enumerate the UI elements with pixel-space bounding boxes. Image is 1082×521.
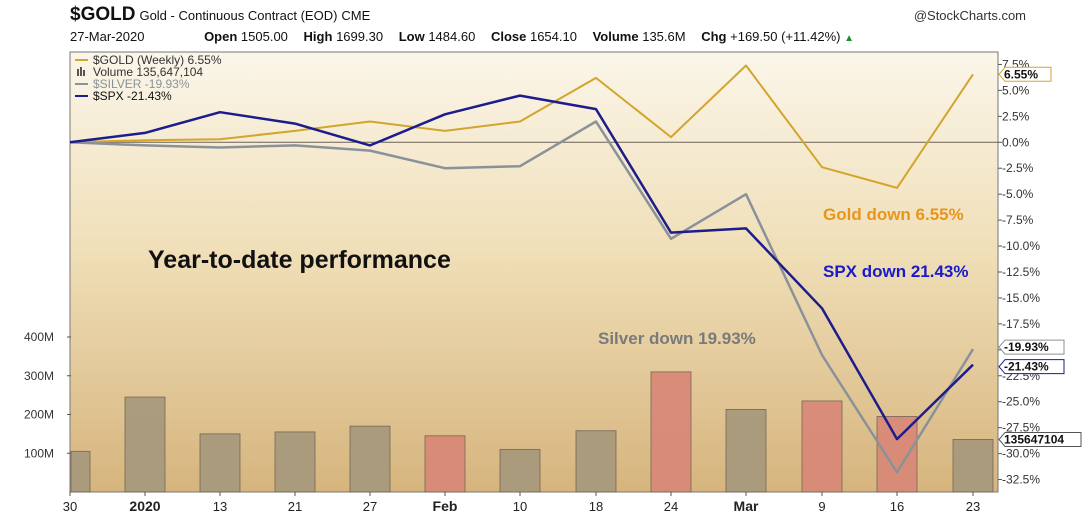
legend-label: $SPX -21.43% [93, 89, 172, 103]
y-tick-label: -15.0% [1002, 291, 1040, 305]
annotation-spx: SPX down 21.43% [823, 262, 969, 281]
y-tick-label: 5.0% [1002, 83, 1030, 97]
high-label: High [303, 29, 333, 44]
volume-label: Volume [592, 29, 639, 44]
low-value: 1484.60 [428, 29, 476, 44]
x-tick-label: 13 [213, 499, 227, 514]
tag-silver-box [998, 339, 1065, 355]
x-tick-label: 10 [513, 499, 527, 514]
y-tick-label: -12.5% [1002, 265, 1040, 279]
x-tick-label: 23 [966, 499, 980, 514]
tag-gold: 6.55% [1004, 67, 1038, 81]
exchange: CME [341, 8, 371, 23]
volume-tick-label: 400M [24, 330, 54, 344]
date-label: 27-Mar-2020 [70, 29, 145, 44]
close-label: Close [490, 29, 527, 44]
low-label: Low [398, 29, 425, 44]
x-tick-label: 2020 [129, 498, 160, 514]
volume-value: 135.6M [642, 29, 686, 44]
volume-bar [274, 431, 316, 493]
tag-silver: -19.93% [1004, 340, 1049, 354]
plot-area [69, 51, 999, 493]
y-tick-label: -30.0% [1002, 447, 1040, 461]
spx-line [69, 94, 974, 441]
x-tick-label: 27 [363, 499, 377, 514]
up-arrow-icon: ▲ [844, 33, 854, 44]
description: Gold - Continuous Contract (EOD) [139, 8, 338, 23]
high-value: 1699.30 [336, 29, 384, 44]
x-tick-label: 21 [288, 499, 302, 514]
chg-value: +169.50 (+11.42%) [730, 29, 841, 44]
y-tick-label: -5.0% [1002, 187, 1034, 201]
tag-volume-box [998, 431, 1082, 447]
volume-bar [725, 409, 767, 493]
y-tick-label: 2.5% [1002, 109, 1030, 123]
legend-bars-icon [83, 70, 85, 76]
y-tick-label: -32.5% [1002, 473, 1040, 487]
symbol: $GOLD [70, 4, 136, 25]
volume-bar [952, 439, 994, 493]
tag-spx: -21.43% [1004, 360, 1049, 374]
title-line: $GOLD Gold - Continuous Contract (EOD) CME [70, 4, 370, 26]
annotation-main: Year-to-date performance [148, 246, 451, 274]
close-value: 1654.10 [529, 29, 577, 44]
y-tick-label: -10.0% [1002, 239, 1040, 253]
volume-tick-label: 100M [24, 446, 54, 460]
x-tick-label: 16 [890, 499, 904, 514]
tag-volume: 135647104 [1004, 432, 1064, 446]
x-tick-label: 9 [818, 499, 825, 514]
annotation-silver: Silver down 19.93% [598, 329, 756, 348]
chg-label: Chg [701, 29, 727, 44]
x-tick-label: Feb [433, 498, 458, 514]
volume-tick-label: 200M [24, 408, 54, 422]
y-tick-label: -17.5% [1002, 317, 1040, 331]
volume-bar [650, 371, 692, 493]
volume-bar [499, 448, 541, 493]
legend-label: $SILVER -19.93% [93, 77, 190, 91]
source-label: @StockCharts.com [913, 8, 1026, 23]
ohlc-line: 27-Mar-2020 Open 1505.00 High 1699.30 Lo… [70, 29, 854, 44]
volume-bar [70, 450, 91, 493]
gold-line [69, 64, 974, 189]
y-tick-label: -25.0% [1002, 395, 1040, 409]
x-tick-label: 24 [664, 499, 678, 514]
volume-bar [124, 396, 166, 493]
y-tick-label: -27.5% [1002, 421, 1040, 435]
legend-label: Volume 135,647,104 [93, 65, 203, 79]
tag-spx-box [998, 359, 1065, 375]
y-tick-label: 0.0% [1002, 135, 1030, 149]
volume-bar [199, 433, 241, 493]
volume-bar [876, 416, 918, 493]
open-value: 1505.00 [240, 29, 288, 44]
tag-gold-box [998, 66, 1052, 82]
silver-line [69, 120, 975, 474]
legend-bars-icon [77, 69, 79, 76]
y-tick-label: -7.5% [1002, 213, 1034, 227]
legend-label: $GOLD (Weekly) 6.55% [93, 53, 222, 67]
volume-tick-label: 300M [24, 369, 54, 383]
x-tick-label: 18 [589, 499, 603, 514]
x-tick-label: 30 [63, 499, 77, 514]
y-tick-label: -2.5% [1002, 161, 1034, 175]
volume-bar [424, 435, 466, 493]
volume-bar [349, 425, 391, 493]
volume-bar [801, 400, 843, 493]
legend-bars-icon [80, 67, 82, 76]
x-tick-label: Mar [734, 498, 759, 514]
annotation-gold: Gold down 6.55% [823, 205, 964, 224]
open-label: Open [204, 29, 238, 44]
volume-bar [575, 430, 617, 493]
